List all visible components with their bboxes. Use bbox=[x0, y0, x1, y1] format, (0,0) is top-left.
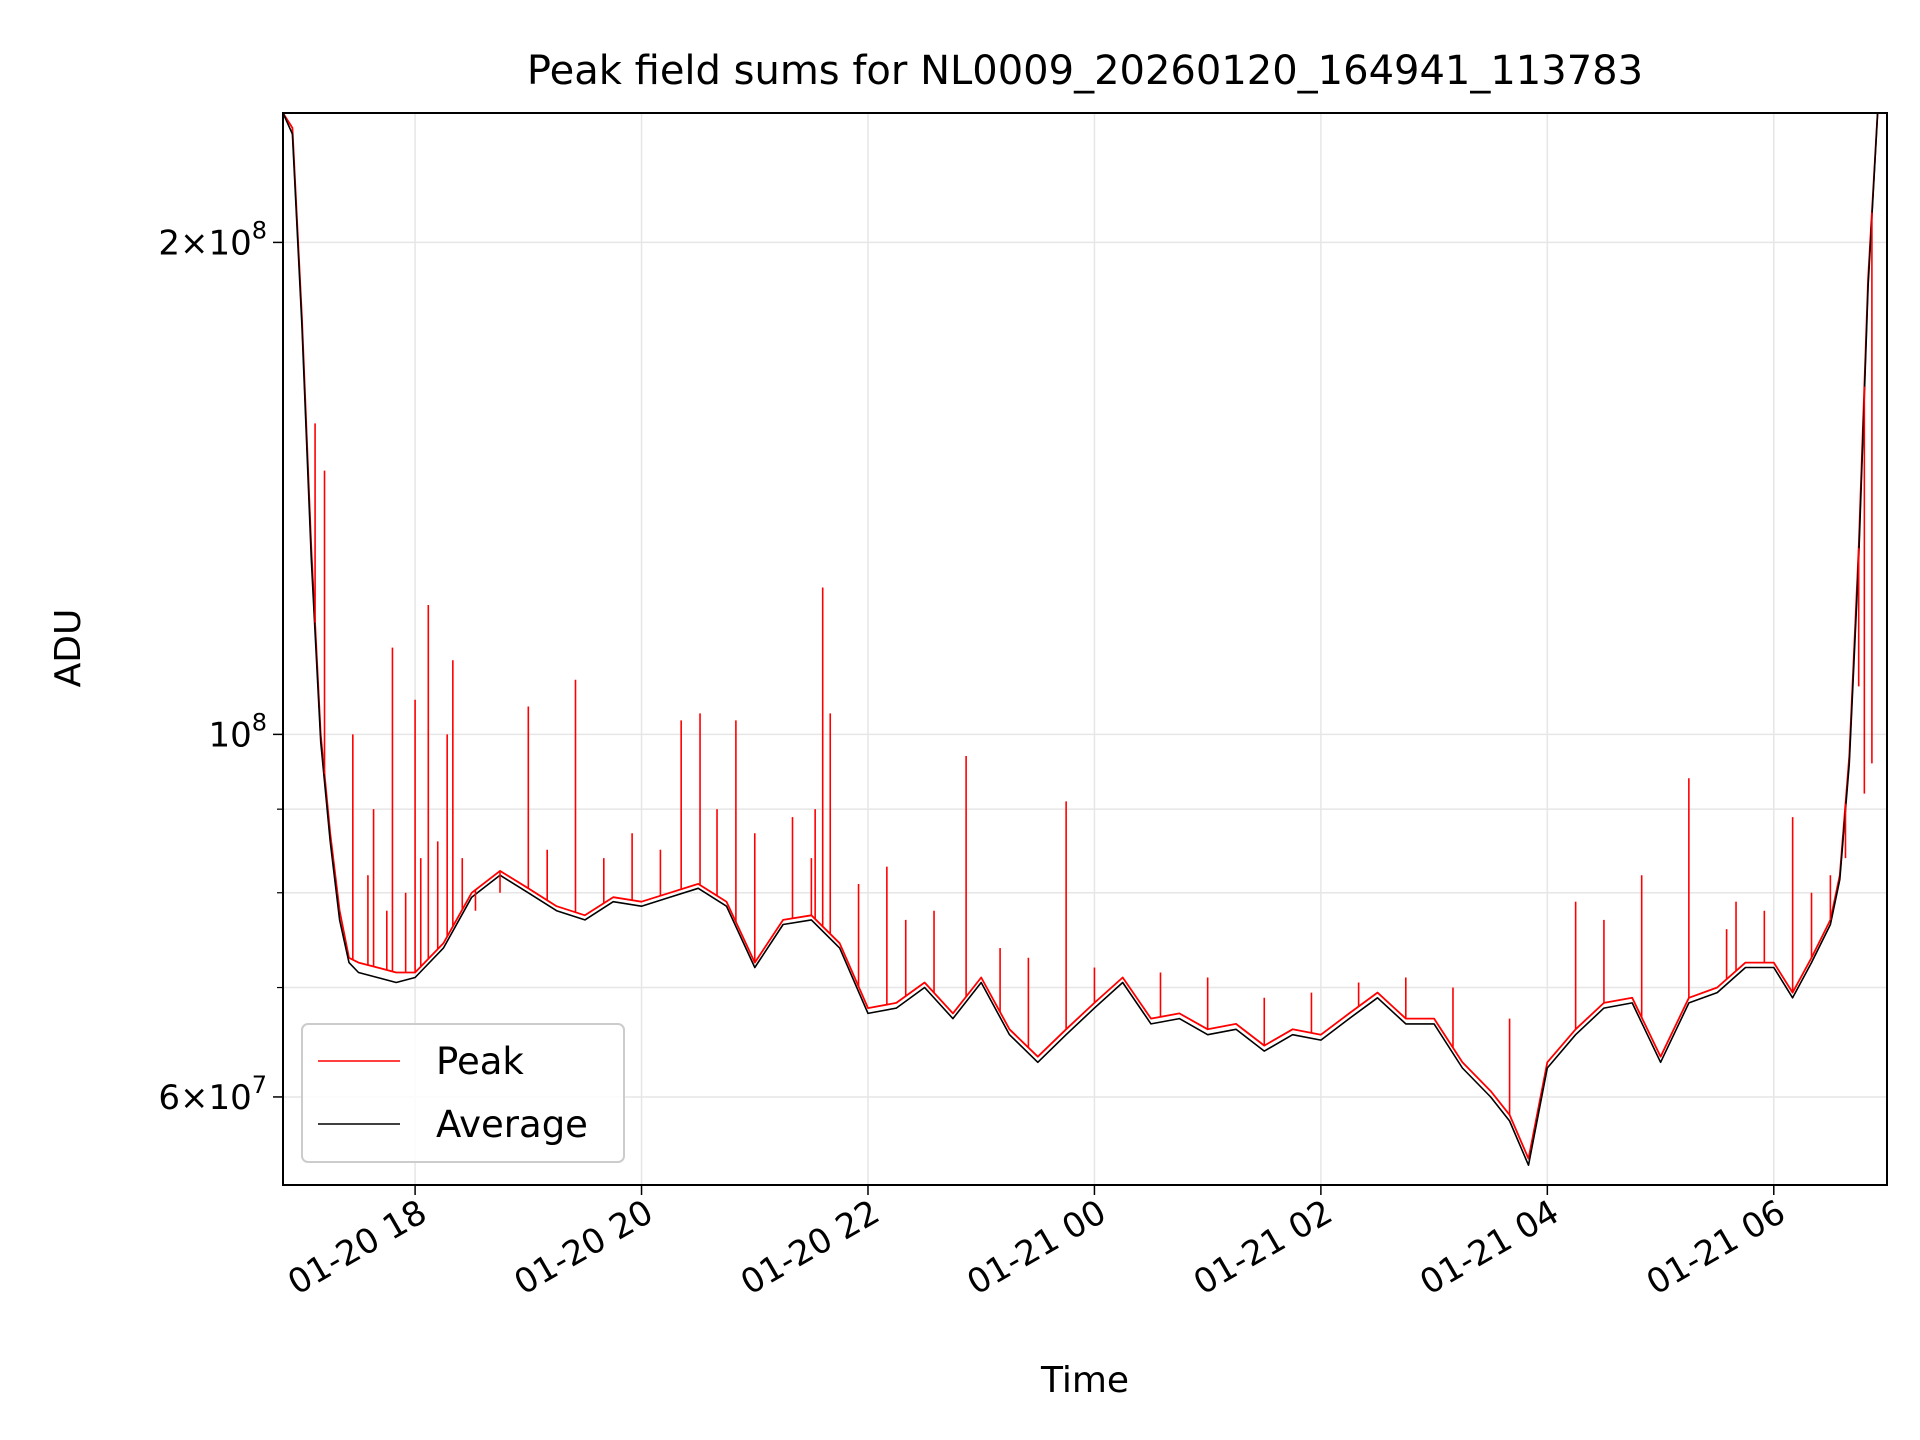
axes-frame bbox=[282, 112, 1888, 1186]
y-tick-label: 6×107 bbox=[158, 1071, 267, 1118]
x-axis-label: Time bbox=[1040, 1360, 1129, 1401]
y-tick-label: 108 bbox=[208, 708, 267, 755]
y-axis-label: ADU bbox=[48, 609, 89, 688]
series-group bbox=[283, 113, 1879, 1166]
series-line-average bbox=[283, 113, 1879, 1166]
chart-title: Peak field sums for NL0009_20260120_1649… bbox=[527, 48, 1643, 94]
legend-label-peak: Peak bbox=[436, 1040, 524, 1083]
legend: Peak Average bbox=[301, 1023, 625, 1163]
y-axis-ticks: 6×107 108 2×108 bbox=[158, 216, 283, 1118]
y-tick-label: 2×108 bbox=[158, 216, 267, 263]
legend-box bbox=[301, 1023, 625, 1163]
plot-area bbox=[283, 113, 1879, 1166]
legend-label-average: Average bbox=[436, 1103, 588, 1146]
